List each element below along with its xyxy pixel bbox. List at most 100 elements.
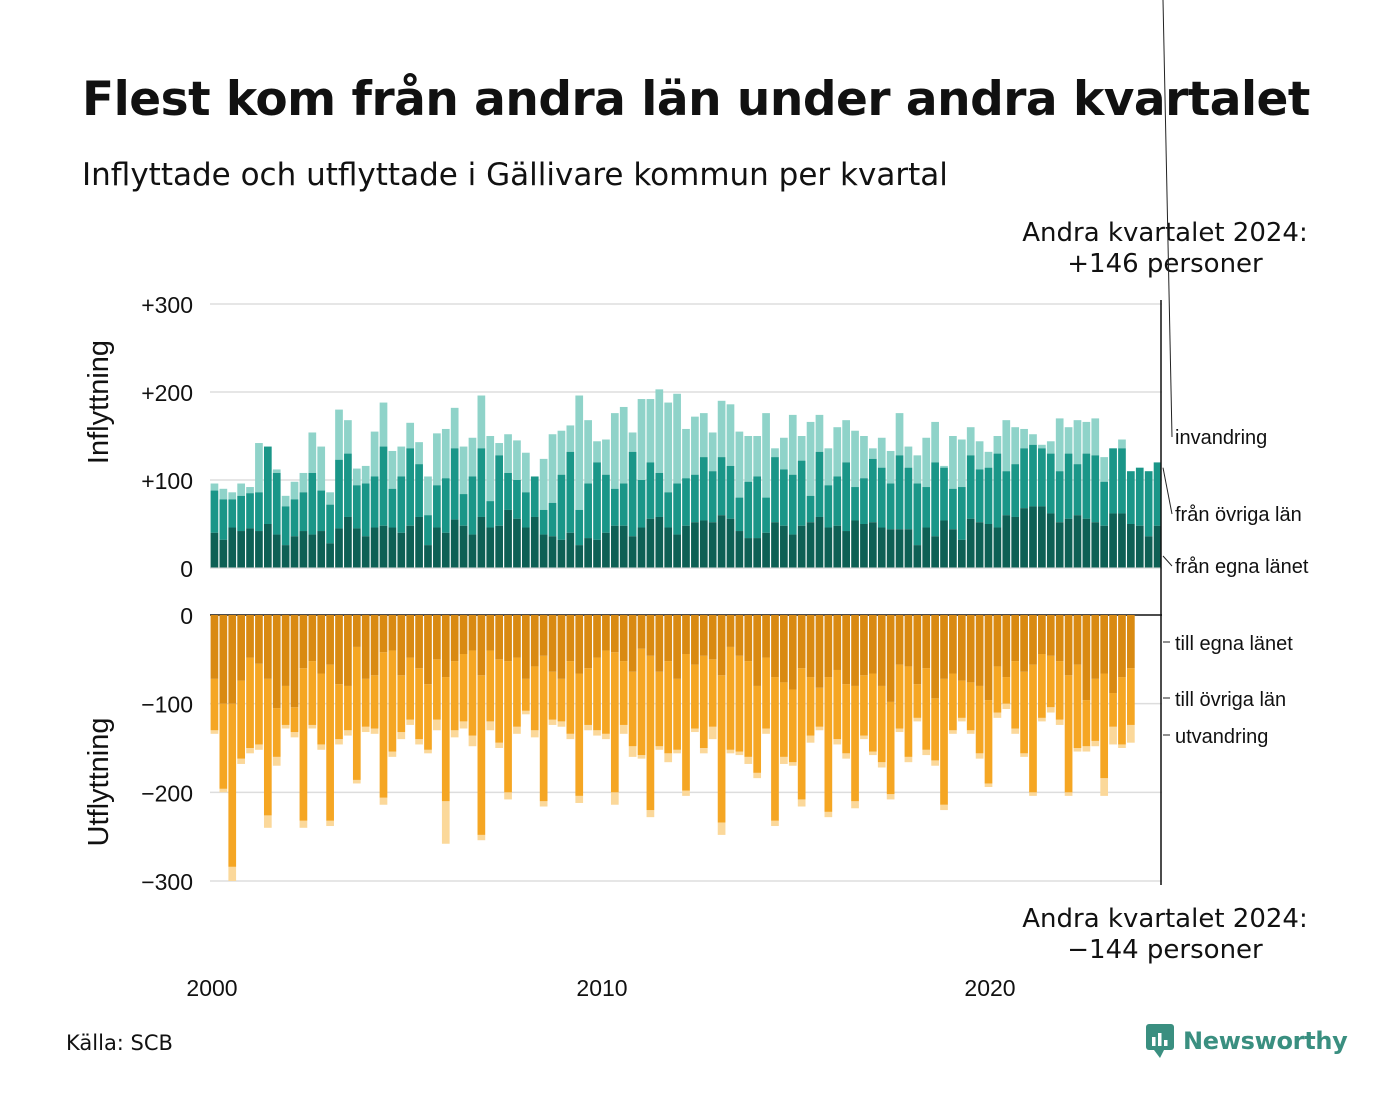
in-bar-ovriga <box>682 478 690 526</box>
in-bar-ovriga <box>984 467 993 524</box>
out-bar-ovriga <box>1109 693 1117 727</box>
in-bar-egna <box>522 527 530 568</box>
in-bar-ovriga <box>584 483 592 539</box>
out-bar-utland <box>575 795 584 803</box>
in-bar-ovriga <box>468 476 477 535</box>
in-bar-egna <box>1038 506 1046 568</box>
out-bar-utland <box>913 717 922 722</box>
in-bar-egna <box>833 525 842 568</box>
out-bar-utland <box>1055 719 1064 725</box>
out-bar-utland <box>415 739 423 745</box>
out-bar-ovriga <box>1082 700 1091 747</box>
out-bar-ovriga <box>495 659 504 743</box>
out-bar-egna <box>246 615 254 658</box>
y-tick-label-top: +200 <box>141 380 193 406</box>
in-bar-utland <box>842 420 850 463</box>
out-bar-egna <box>806 615 815 678</box>
in-bar-ovriga <box>868 458 877 523</box>
out-bar-ovriga <box>735 655 744 752</box>
in-bar-ovriga <box>673 483 681 535</box>
in-bar-ovriga <box>655 472 664 517</box>
out-bar-utland <box>753 772 762 779</box>
out-bar-utland <box>1073 748 1082 752</box>
in-bar-egna <box>628 536 637 568</box>
out-bar-ovriga <box>539 655 548 802</box>
y-axis-label-bottom: Utflyttning <box>83 718 115 847</box>
in-bar-egna <box>877 527 886 568</box>
in-bar-ovriga <box>1135 467 1144 526</box>
out-bar-ovriga <box>993 666 1002 713</box>
in-bar-ovriga <box>522 492 530 528</box>
in-bar-ovriga <box>415 464 423 517</box>
out-bar-utland <box>522 710 530 715</box>
in-bar-utland <box>975 441 984 470</box>
in-bar-utland <box>1038 444 1046 449</box>
in-bar-ovriga <box>691 474 699 523</box>
out-bar-utland <box>566 733 575 740</box>
out-bar-egna <box>771 615 779 678</box>
out-bar-ovriga <box>1002 677 1011 704</box>
in-bar-egna <box>441 532 450 568</box>
out-bar-utland <box>281 724 290 729</box>
in-bar-utland <box>326 492 334 505</box>
in-bar-ovriga <box>548 502 557 537</box>
out-bar-ovriga <box>1064 675 1073 793</box>
out-bar-utland <box>610 792 619 805</box>
in-bar-egna <box>228 527 237 568</box>
chart-title: Flest kom från andra län under andra kva… <box>82 72 1310 127</box>
y-tick-label-bottom: −200 <box>141 780 193 806</box>
out-bar-utland <box>210 730 219 734</box>
in-bar-ovriga <box>886 483 895 530</box>
out-bar-ovriga <box>459 654 468 722</box>
out-bar-ovriga <box>1091 678 1100 741</box>
in-bar-egna <box>246 528 254 568</box>
y-tick-label-bottom: −100 <box>141 692 193 718</box>
in-bar-egna <box>450 519 459 568</box>
in-bar-egna <box>895 529 904 568</box>
out-bar-utland <box>886 794 895 800</box>
in-bar-egna <box>637 527 646 568</box>
out-bar-egna <box>370 615 379 676</box>
out-bar-utland <box>459 721 468 729</box>
in-bar-ovriga <box>308 472 317 535</box>
in-bar-egna <box>1118 513 1126 568</box>
out-bar-egna <box>344 615 352 686</box>
in-bar-utland <box>1064 427 1073 454</box>
out-bar-utland <box>922 749 931 756</box>
in-bar-utland <box>780 437 788 470</box>
in-bar-egna <box>433 527 441 568</box>
in-bar-ovriga <box>877 467 886 528</box>
out-bar-utland <box>1082 746 1091 752</box>
out-bar-utland <box>219 788 228 793</box>
out-bar-egna <box>619 615 628 662</box>
in-bar-egna <box>210 532 219 568</box>
in-bar-egna <box>335 528 343 568</box>
in-bar-egna <box>1055 522 1064 568</box>
out-bar-ovriga <box>1046 655 1055 708</box>
in-bar-egna <box>486 527 495 568</box>
in-bar-ovriga <box>744 481 753 539</box>
series-label-leader-top <box>1162 467 1173 515</box>
out-bar-egna <box>984 615 993 701</box>
out-bar-egna <box>931 615 939 699</box>
in-bar-utland <box>548 434 557 503</box>
out-bar-utland <box>602 733 610 740</box>
out-bar-ovriga <box>797 668 806 800</box>
in-bar-egna <box>1091 522 1100 568</box>
out-bar-utland <box>299 820 308 828</box>
out-bar-egna <box>1029 615 1037 665</box>
out-bar-egna <box>308 615 317 662</box>
out-bar-ovriga <box>326 664 334 821</box>
in-bar-ovriga <box>486 501 495 528</box>
out-bar-ovriga <box>272 708 281 757</box>
out-bar-ovriga <box>344 685 352 731</box>
in-bar-egna <box>673 534 681 568</box>
in-bar-egna <box>940 520 948 568</box>
out-bar-utland <box>877 762 886 768</box>
in-bar-egna <box>664 527 673 568</box>
in-bar-egna <box>699 520 708 568</box>
out-bar-utland <box>1100 778 1109 796</box>
out-bar-egna <box>335 615 343 685</box>
out-bar-utland <box>646 810 655 818</box>
